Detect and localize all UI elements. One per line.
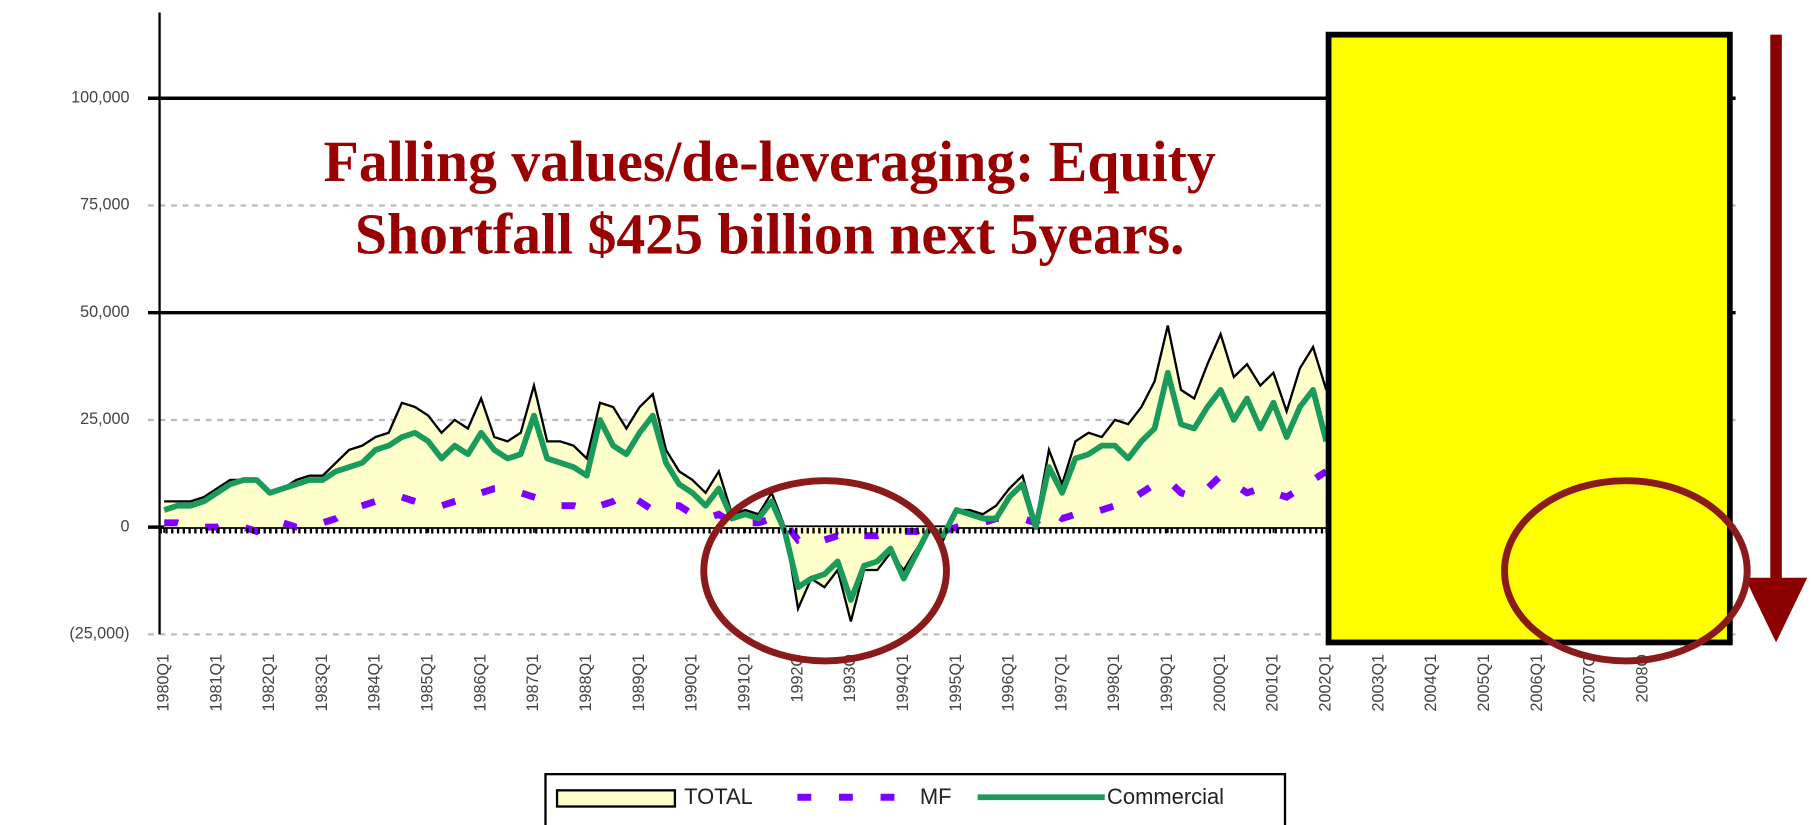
y-tick-label: 75,000 xyxy=(80,196,129,214)
x-tick-label: 1989Q1 xyxy=(630,654,648,712)
x-tick-label: 2008Q xyxy=(1633,654,1651,703)
x-tick-label: 1994Q1 xyxy=(894,654,912,712)
total-line xyxy=(164,325,1328,622)
x-tick-label: 1982Q1 xyxy=(260,654,278,712)
x-tick-label: 2004Q1 xyxy=(1422,654,1440,712)
x-tick-label: 1992Q xyxy=(788,654,806,703)
y-tick-label: (25,000) xyxy=(69,625,129,643)
x-tick-label: 1993Q xyxy=(841,654,859,703)
x-tick-label: 1988Q1 xyxy=(577,654,595,712)
commercial-line xyxy=(163,369,1330,603)
x-tick-label: 1997Q1 xyxy=(1052,654,1070,712)
legend-swatch xyxy=(555,789,677,808)
y-tick-label: 25,000 xyxy=(80,410,129,428)
y-tick-label: 100,000 xyxy=(71,89,129,107)
y-tick-label: 0 xyxy=(121,517,130,535)
x-tick-label: 1990Q1 xyxy=(683,654,701,712)
x-tick-label: 1980Q1 xyxy=(154,654,172,712)
x-tick-label: 1984Q1 xyxy=(366,654,384,712)
legend-label: Commercial xyxy=(1107,784,1224,809)
x-tick-label: 1995Q1 xyxy=(947,654,965,712)
x-tick-label: 1991Q1 xyxy=(735,654,753,712)
x-tick-label: 2002Q1 xyxy=(1317,654,1335,712)
x-tick-label: 2005Q1 xyxy=(1475,654,1493,712)
highlight-circle xyxy=(1501,477,1751,665)
x-tick-label: 1981Q1 xyxy=(207,654,225,712)
x-tick-label: 2007Q xyxy=(1581,654,1599,703)
annotation: Falling values/de-leveraging: Equity xyxy=(324,131,1216,194)
x-tick-label: 2000Q1 xyxy=(1211,654,1229,712)
x-tick-label: 2001Q1 xyxy=(1264,654,1282,712)
x-tick-label: 1985Q1 xyxy=(419,654,437,712)
x-tick-label: 1986Q1 xyxy=(471,654,489,712)
legend-label: MF xyxy=(920,784,952,809)
x-tick-label: 1987Q1 xyxy=(524,654,542,712)
y-tick-label: 50,000 xyxy=(80,303,129,321)
x-tick-label: 1983Q1 xyxy=(313,654,331,712)
x-tick-label: 2006Q1 xyxy=(1528,654,1546,712)
x-tick-label: 1998Q1 xyxy=(1105,654,1123,712)
x-tick-label: 2003Q1 xyxy=(1369,654,1387,712)
highlight-circle xyxy=(700,477,950,665)
legend-label: TOTAL xyxy=(684,784,753,809)
x-tick-label: 1996Q1 xyxy=(1000,654,1018,712)
forecast-box xyxy=(1325,31,1733,646)
total-area xyxy=(164,325,1327,622)
x-tick-label: 1999Q1 xyxy=(1158,654,1176,712)
annotation: Shortfall $425 billion next 5years. xyxy=(355,204,1185,267)
arrow-head xyxy=(1744,577,1808,643)
